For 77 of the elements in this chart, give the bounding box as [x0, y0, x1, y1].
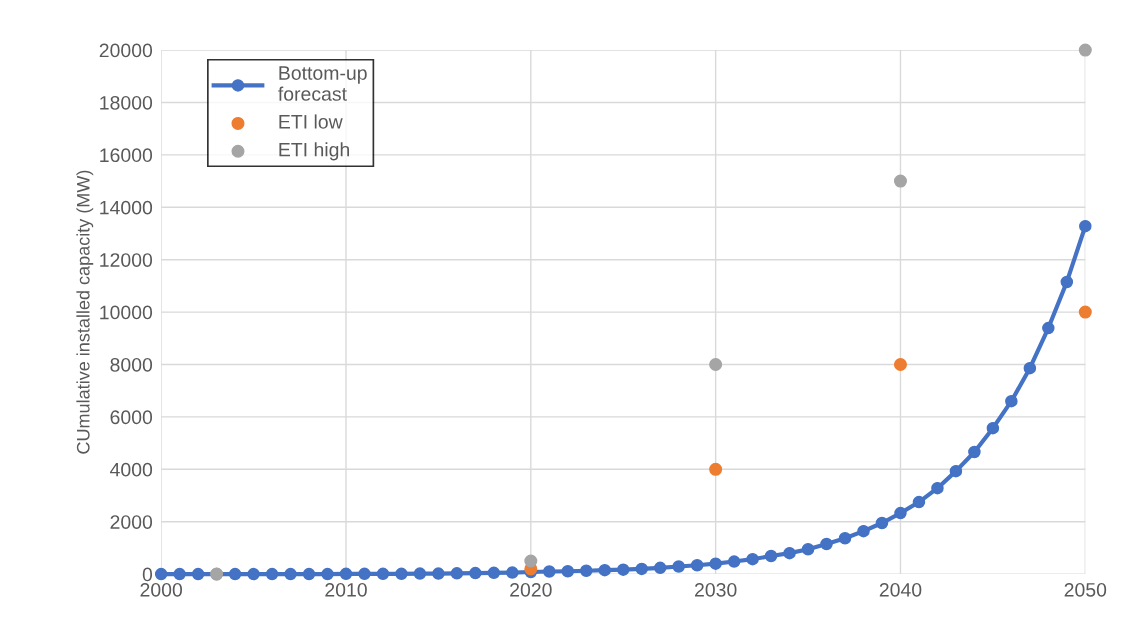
point	[1078, 43, 1092, 57]
y-tick-label: 4000	[110, 462, 153, 477]
x-tick-label: 2000	[140, 582, 183, 597]
point	[820, 537, 833, 551]
point	[893, 357, 907, 372]
point	[580, 564, 593, 577]
point	[376, 567, 390, 581]
point	[1079, 219, 1092, 233]
point	[949, 464, 963, 478]
point	[968, 445, 981, 459]
y-tick-label: 8000	[110, 357, 153, 372]
y-tick-label: 2000	[110, 515, 153, 529]
point	[265, 567, 279, 581]
point	[709, 557, 722, 570]
legend-label: ETI high	[279, 142, 349, 161]
point	[432, 567, 445, 580]
point	[1060, 275, 1074, 289]
point	[154, 567, 168, 581]
y-tick-label: 10000	[100, 305, 153, 320]
point	[1078, 305, 1092, 319]
legend-label: Bottom-up forecast	[278, 66, 367, 101]
point	[672, 560, 685, 573]
x-tick-label: 2030	[695, 582, 737, 597]
y-tick-label: 0	[142, 567, 153, 582]
legend-label: ETI low	[279, 114, 343, 129]
point	[746, 552, 759, 566]
x-tick-label: 2040	[879, 582, 922, 597]
y-tick-label: 6000	[110, 410, 153, 425]
point	[339, 567, 353, 581]
x-tick-label: 2050	[1064, 582, 1107, 597]
point	[506, 566, 519, 579]
y-tick-label: 12000	[100, 253, 153, 267]
point	[635, 562, 648, 576]
point	[302, 567, 316, 581]
y-tick-label: 16000	[100, 148, 153, 163]
point	[875, 516, 889, 530]
y-tick-label: 18000	[100, 95, 153, 110]
point	[1023, 361, 1037, 375]
point	[413, 567, 427, 580]
x-tick-label: 2020	[510, 582, 552, 597]
point	[783, 546, 796, 560]
point	[543, 565, 556, 578]
point	[524, 554, 538, 568]
point	[894, 506, 907, 520]
point	[1005, 394, 1018, 408]
point	[247, 567, 260, 581]
point	[450, 567, 464, 580]
point	[561, 564, 575, 578]
point	[857, 524, 870, 538]
x-tick-label: 2010	[325, 582, 367, 597]
point	[912, 495, 926, 509]
point	[801, 542, 815, 556]
point	[358, 567, 371, 581]
point	[893, 174, 907, 188]
point	[469, 566, 482, 580]
point	[616, 563, 630, 576]
y-tick-label: 20000	[99, 43, 153, 58]
point	[709, 357, 723, 372]
point	[690, 558, 704, 572]
point	[1042, 321, 1055, 335]
point	[931, 481, 944, 495]
point	[487, 566, 501, 580]
point	[986, 421, 1000, 435]
point	[284, 567, 297, 581]
point	[838, 531, 852, 545]
point	[228, 567, 242, 581]
point	[653, 561, 667, 575]
point	[321, 567, 334, 581]
point	[395, 567, 408, 581]
point	[764, 549, 778, 563]
point	[598, 563, 611, 577]
point	[191, 567, 205, 581]
point	[173, 567, 186, 581]
point	[727, 555, 741, 568]
y-tick-label: 14000	[100, 200, 153, 215]
y-axis-title: CUmulative installed capacity (MW)	[76, 170, 94, 454]
point	[709, 462, 723, 476]
